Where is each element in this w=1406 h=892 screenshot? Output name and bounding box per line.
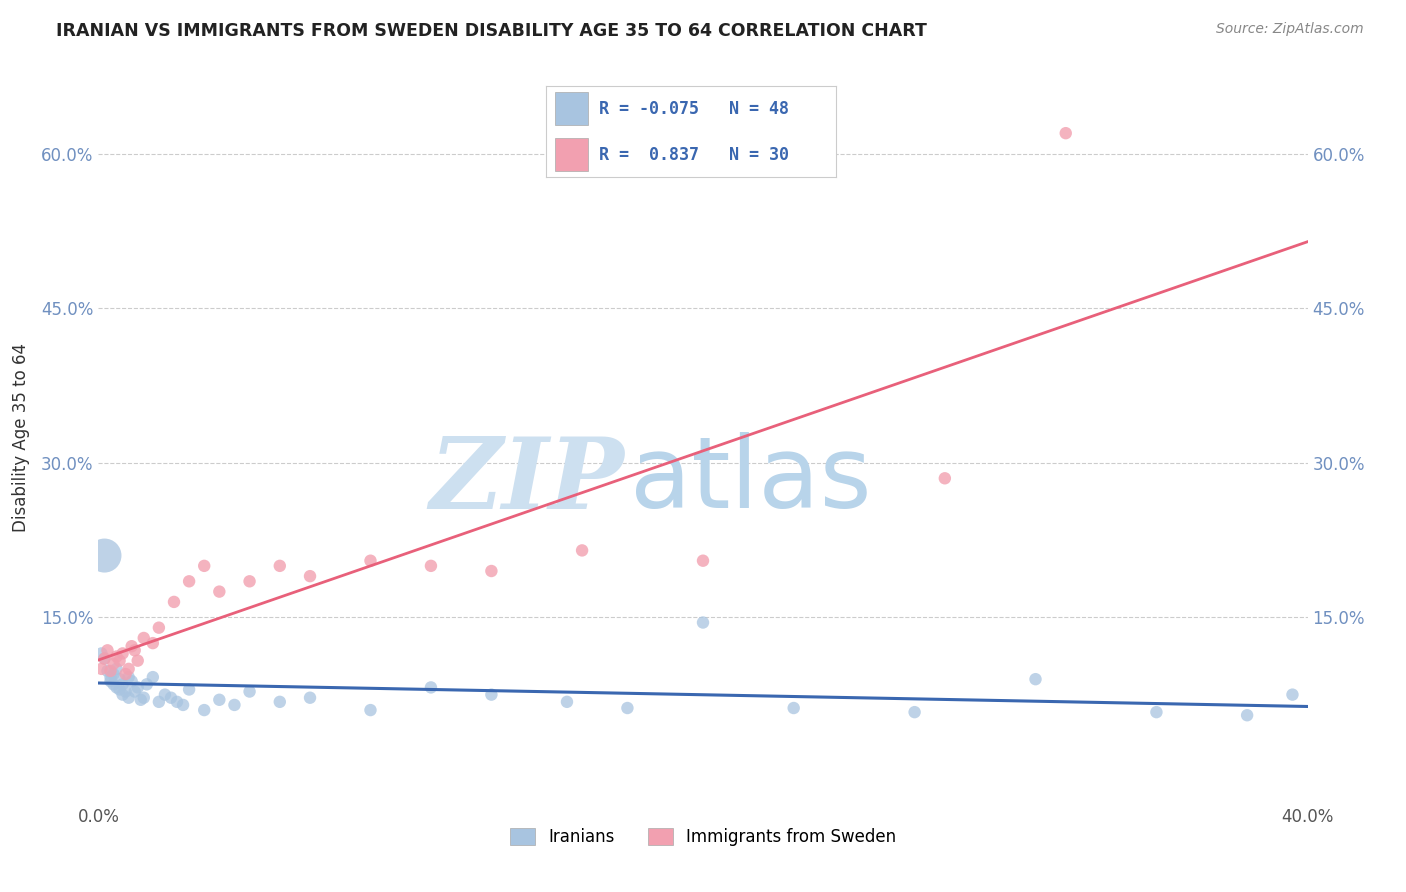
Point xyxy=(118,662,141,676)
Text: ZIP: ZIP xyxy=(429,433,624,529)
Point xyxy=(118,670,141,684)
Point xyxy=(121,674,143,689)
Point xyxy=(783,701,806,715)
Point xyxy=(108,672,131,686)
Point xyxy=(105,681,128,695)
Point xyxy=(100,664,122,678)
Point xyxy=(555,695,578,709)
Point xyxy=(114,667,136,681)
Text: Source: ZipAtlas.com: Source: ZipAtlas.com xyxy=(1216,22,1364,37)
Point xyxy=(224,698,246,712)
Point xyxy=(420,681,443,695)
Point xyxy=(1281,688,1303,702)
Point xyxy=(299,690,322,705)
Point xyxy=(208,584,231,599)
Point xyxy=(105,662,128,676)
Point xyxy=(153,688,176,702)
Point xyxy=(239,684,262,698)
Point xyxy=(93,651,115,665)
Point xyxy=(118,690,141,705)
Point xyxy=(127,654,149,668)
Point xyxy=(96,643,118,657)
Point xyxy=(103,667,125,681)
Point xyxy=(481,688,503,702)
Point xyxy=(114,684,136,698)
Point xyxy=(360,703,382,717)
Point xyxy=(1144,705,1167,719)
Point xyxy=(616,701,638,715)
Point xyxy=(172,698,194,712)
Point xyxy=(142,670,165,684)
Point xyxy=(160,690,183,705)
Point xyxy=(111,677,134,691)
Point xyxy=(934,471,956,485)
Point xyxy=(127,681,149,695)
Point xyxy=(124,684,146,698)
Y-axis label: Disability Age 35 to 64: Disability Age 35 to 64 xyxy=(11,343,30,532)
Point xyxy=(111,688,134,702)
Point xyxy=(142,636,165,650)
Point xyxy=(420,558,443,573)
Point xyxy=(93,651,115,665)
Point xyxy=(179,574,201,589)
Point xyxy=(299,569,322,583)
Point xyxy=(1236,708,1258,723)
Point xyxy=(135,677,157,691)
Point xyxy=(163,595,186,609)
Point xyxy=(148,695,170,709)
Text: atlas: atlas xyxy=(630,433,872,530)
Point xyxy=(208,693,231,707)
Legend: Iranians, Immigrants from Sweden: Iranians, Immigrants from Sweden xyxy=(503,822,903,853)
Point xyxy=(103,677,125,691)
Point xyxy=(129,693,152,707)
Point xyxy=(193,558,215,573)
Point xyxy=(692,554,714,568)
Point xyxy=(360,554,382,568)
Point xyxy=(132,690,155,705)
Point xyxy=(90,662,112,676)
Point xyxy=(108,682,131,697)
Point xyxy=(269,695,291,709)
Point xyxy=(481,564,503,578)
Point xyxy=(269,558,291,573)
Point xyxy=(124,643,146,657)
Point xyxy=(105,649,128,664)
Point xyxy=(96,664,118,678)
Point xyxy=(93,549,115,563)
Point xyxy=(571,543,593,558)
Point xyxy=(132,631,155,645)
Point xyxy=(904,705,927,719)
Point xyxy=(111,647,134,661)
Point xyxy=(148,621,170,635)
Text: IRANIAN VS IMMIGRANTS FROM SWEDEN DISABILITY AGE 35 TO 64 CORRELATION CHART: IRANIAN VS IMMIGRANTS FROM SWEDEN DISABI… xyxy=(56,22,927,40)
Point xyxy=(1024,672,1046,686)
Point xyxy=(121,639,143,653)
Point xyxy=(100,670,122,684)
Point xyxy=(193,703,215,717)
Point xyxy=(90,647,112,661)
Point xyxy=(166,695,188,709)
Point xyxy=(100,674,122,689)
Point xyxy=(103,657,125,671)
Point xyxy=(239,574,262,589)
Point xyxy=(179,682,201,697)
Point xyxy=(1054,126,1077,140)
Point xyxy=(108,654,131,668)
Point xyxy=(692,615,714,630)
